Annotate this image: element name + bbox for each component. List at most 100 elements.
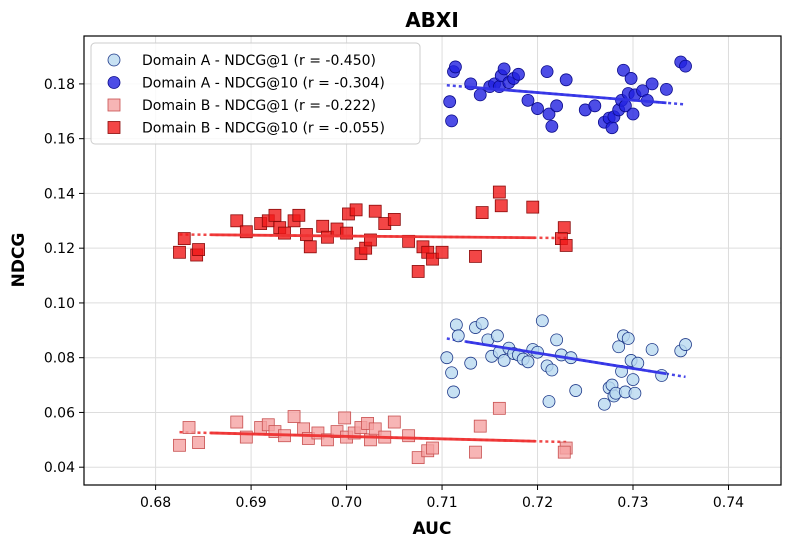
- chart-title: ABXI: [405, 8, 459, 32]
- data-point: [545, 363, 559, 377]
- data-point: [287, 410, 301, 423]
- data-point: [449, 60, 462, 74]
- data-point: [559, 239, 573, 252]
- data-point: [521, 355, 535, 369]
- data-point: [621, 332, 635, 345]
- data-point: [387, 213, 401, 226]
- data-point: [497, 62, 511, 76]
- data-point: [557, 221, 571, 235]
- data-point: [550, 333, 564, 347]
- y-tick-label: 0.18: [44, 77, 75, 93]
- data-point: [192, 436, 205, 449]
- data-point: [368, 204, 382, 218]
- x-tick-label: 0.73: [617, 495, 648, 511]
- legend-label: Domain A - NDCG@10 (r = -0.304): [142, 76, 385, 92]
- x-tick-label: 0.68: [140, 495, 171, 511]
- data-point: [473, 88, 487, 102]
- data-point: [626, 107, 640, 121]
- legend-marker: [107, 121, 121, 134]
- data-point: [605, 121, 619, 135]
- y-axis-title: NDCG: [9, 233, 29, 288]
- data-point: [494, 199, 508, 213]
- data-point: [469, 445, 482, 459]
- data-point: [349, 203, 363, 217]
- data-point: [173, 245, 186, 259]
- data-point: [411, 265, 425, 278]
- data-point: [411, 451, 425, 465]
- data-point: [645, 343, 659, 356]
- y-tick-label: 0.12: [44, 241, 75, 257]
- data-point: [660, 82, 673, 96]
- legend-label: Domain B - NDCG@10 (r = -0.055): [142, 121, 385, 137]
- data-point: [512, 67, 525, 81]
- y-tick-label: 0.16: [44, 132, 75, 148]
- x-tick-label: 0.74: [713, 495, 744, 511]
- data-point: [545, 119, 559, 133]
- legend-marker: [107, 53, 121, 67]
- data-point: [443, 95, 457, 109]
- data-point: [177, 232, 191, 245]
- trend-line-series-3: [210, 431, 536, 443]
- data-point: [588, 99, 602, 113]
- data-point: [569, 384, 583, 397]
- data-point: [469, 249, 482, 263]
- trend-line-series-1: [465, 340, 667, 376]
- data-point: [475, 206, 489, 219]
- data-point: [559, 73, 573, 87]
- x-tick-label: 0.69: [236, 495, 267, 511]
- legend: Domain A - NDCG@1 (r = -0.450) Domain A -…: [90, 42, 421, 145]
- data-point: [531, 102, 544, 115]
- data-point: [338, 411, 352, 425]
- legend-box: [90, 42, 421, 145]
- data-point: [451, 329, 465, 343]
- data-point: [626, 373, 640, 386]
- data-point: [491, 329, 504, 343]
- data-point: [464, 356, 478, 370]
- data-point: [447, 385, 460, 399]
- y-tick-label: 0.06: [44, 405, 75, 421]
- data-point: [368, 422, 382, 436]
- x-axis-title: AUC: [413, 519, 452, 539]
- data-point: [540, 65, 554, 78]
- data-point: [435, 245, 449, 259]
- data-point: [475, 317, 489, 330]
- y-tick-label: 0.08: [44, 351, 75, 367]
- data-point: [268, 208, 282, 222]
- series-4-points: [173, 185, 573, 278]
- data-point: [426, 441, 439, 455]
- data-point: [521, 93, 535, 107]
- x-tick-label: 0.72: [522, 495, 553, 511]
- data-point: [492, 185, 506, 199]
- data-points: [173, 55, 692, 465]
- data-point: [535, 314, 549, 328]
- data-point: [597, 397, 611, 411]
- data-point: [557, 445, 571, 459]
- data-point: [182, 421, 196, 434]
- data-point: [473, 419, 487, 433]
- data-point: [445, 114, 458, 128]
- data-point: [449, 318, 463, 332]
- x-tick-label: 0.71: [426, 495, 457, 511]
- data-point: [542, 107, 556, 121]
- trend-lines: [210, 85, 667, 443]
- trend-line-series-2: [465, 85, 667, 105]
- data-point: [292, 208, 306, 222]
- y-tick-label: 0.10: [44, 296, 75, 312]
- data-point: [316, 219, 330, 233]
- data-point: [679, 338, 692, 351]
- x-axis-ticks: 0.68 0.69 0.70 0.71 0.72 0.73 0.74: [140, 485, 744, 511]
- data-point: [628, 386, 642, 400]
- data-point: [497, 354, 511, 367]
- y-tick-label: 0.04: [44, 460, 75, 476]
- data-point: [278, 226, 291, 240]
- data-point: [173, 438, 186, 452]
- data-point: [612, 340, 626, 354]
- data-point: [303, 240, 317, 254]
- data-point: [387, 415, 401, 429]
- y-axis-ticks: 0.04 0.06 0.08 0.10 0.12 0.14 0.16 0.18: [44, 77, 84, 476]
- legend-label: Domain A - NDCG@1 (r = -0.450): [142, 53, 376, 69]
- data-point: [550, 99, 564, 113]
- legend-label: Domain B - NDCG@1 (r = -0.222): [142, 98, 376, 114]
- data-point: [230, 214, 244, 228]
